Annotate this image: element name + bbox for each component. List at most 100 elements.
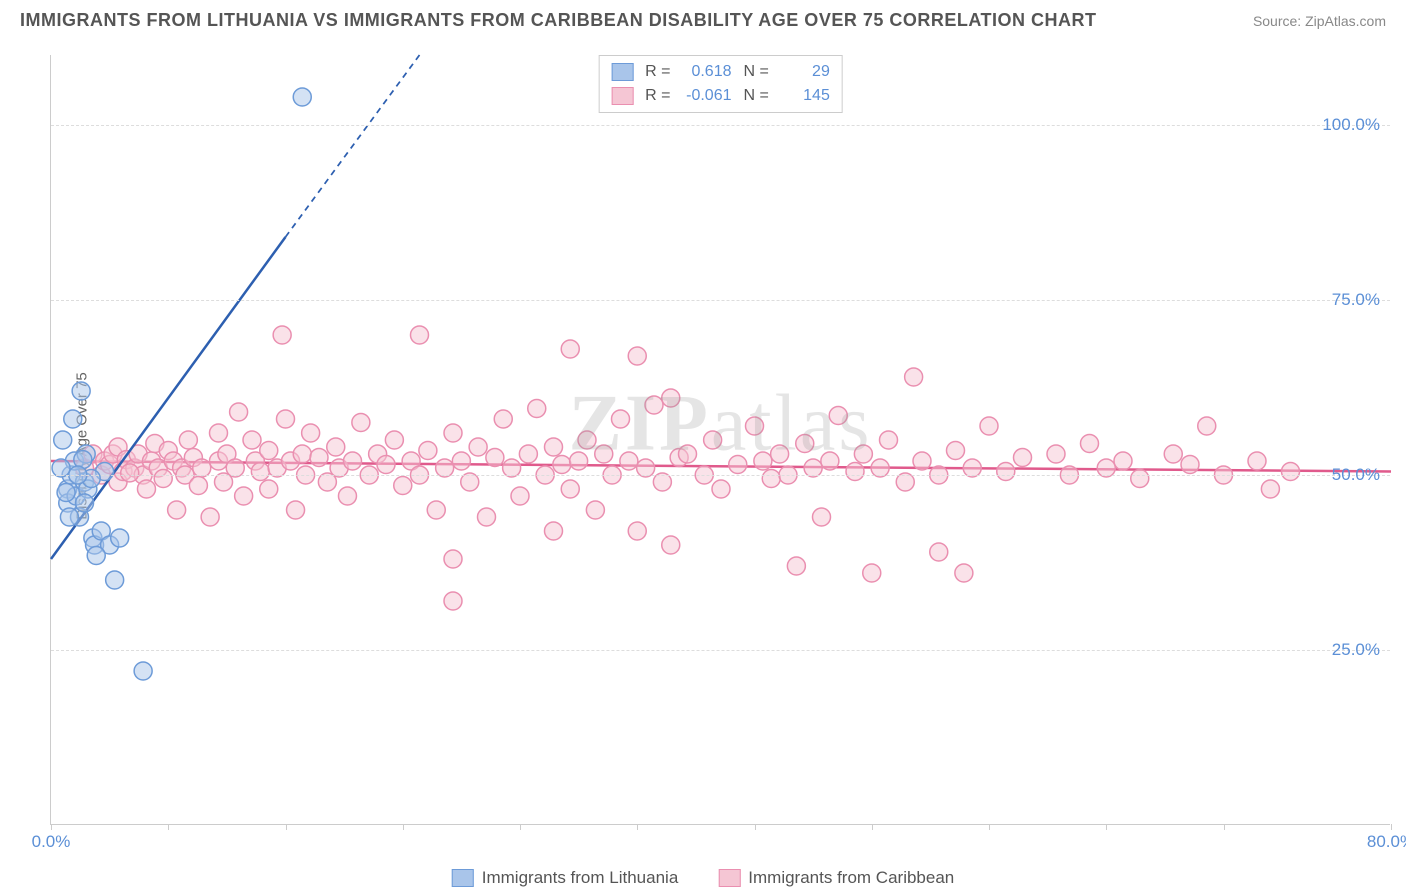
gridline (51, 650, 1390, 651)
scatter-point (620, 452, 638, 470)
scatter-point (1248, 452, 1266, 470)
scatter-point (863, 564, 881, 582)
scatter-point (106, 571, 124, 589)
x-tick (637, 824, 638, 830)
scatter-point (846, 463, 864, 481)
scatter-point (377, 456, 395, 474)
scatter-point (230, 403, 248, 421)
scatter-point (293, 445, 311, 463)
scatter-point (134, 662, 152, 680)
y-tick-label: 75.0% (1332, 290, 1380, 310)
scatter-point (1181, 456, 1199, 474)
x-tick (1391, 824, 1392, 830)
scatter-point (1047, 445, 1065, 463)
scatter-point (829, 407, 847, 425)
scatter-point (796, 435, 814, 453)
scatter-point (494, 410, 512, 428)
scatter-point (545, 438, 563, 456)
legend-row-lithuania: R = 0.618 N = 29 (611, 60, 830, 84)
gridline (51, 475, 1390, 476)
scatter-point (179, 431, 197, 449)
scatter-point (1014, 449, 1032, 467)
legend-item-lithuania: Immigrants from Lithuania (452, 868, 679, 888)
scatter-point (168, 501, 186, 519)
scatter-point (729, 456, 747, 474)
scatter-point (189, 477, 207, 495)
scatter-point (553, 456, 571, 474)
scatter-point (486, 449, 504, 467)
scatter-point (578, 431, 596, 449)
scatter-point (277, 410, 295, 428)
legend-swatch-caribbean (611, 87, 633, 105)
scatter-point (930, 543, 948, 561)
scatter-point (385, 431, 403, 449)
scatter-point (746, 417, 764, 435)
scatter-point (302, 424, 320, 442)
scatter-point (137, 480, 155, 498)
header: IMMIGRANTS FROM LITHUANIA VS IMMIGRANTS … (0, 0, 1406, 36)
scatter-point (1114, 452, 1132, 470)
scatter-point (293, 88, 311, 106)
scatter-point (662, 389, 680, 407)
chart-title: IMMIGRANTS FROM LITHUANIA VS IMMIGRANTS … (20, 10, 1097, 31)
scatter-point (997, 463, 1015, 481)
legend-item-caribbean: Immigrants from Caribbean (718, 868, 954, 888)
scatter-point (905, 368, 923, 386)
scatter-point (561, 480, 579, 498)
scatter-point (54, 431, 72, 449)
scatter-point (87, 547, 105, 565)
scatter-point (586, 501, 604, 519)
scatter-point (762, 470, 780, 488)
x-tick (755, 824, 756, 830)
scatter-point (662, 536, 680, 554)
x-tick (286, 824, 287, 830)
scatter-point (821, 452, 839, 470)
scatter-point (1131, 470, 1149, 488)
scatter-point (628, 347, 646, 365)
scatter-point (111, 529, 129, 547)
scatter-point (411, 326, 429, 344)
scatter-svg (51, 55, 1390, 824)
x-tick (51, 824, 52, 830)
scatter-point (338, 487, 356, 505)
x-tick-label: 80.0% (1367, 832, 1406, 852)
scatter-point (980, 417, 998, 435)
scatter-point (478, 508, 496, 526)
scatter-point (327, 438, 345, 456)
scatter-point (201, 508, 219, 526)
scatter-point (444, 424, 462, 442)
x-tick (989, 824, 990, 830)
x-tick (168, 824, 169, 830)
scatter-point (419, 442, 437, 460)
x-tick (520, 824, 521, 830)
scatter-point (947, 442, 965, 460)
x-tick (403, 824, 404, 830)
x-tick (1224, 824, 1225, 830)
scatter-point (570, 452, 588, 470)
x-tick (872, 824, 873, 830)
scatter-point (704, 431, 722, 449)
scatter-point (394, 477, 412, 495)
y-tick-label: 25.0% (1332, 640, 1380, 660)
legend-label-lithuania: Immigrants from Lithuania (482, 868, 679, 888)
scatter-point (519, 445, 537, 463)
scatter-point (260, 480, 278, 498)
x-tick-label: 0.0% (32, 832, 71, 852)
scatter-point (913, 452, 931, 470)
scatter-point (64, 410, 82, 428)
gridline (51, 300, 1390, 301)
scatter-point (645, 396, 663, 414)
scatter-point (260, 442, 278, 460)
scatter-point (344, 452, 362, 470)
scatter-point (72, 382, 90, 400)
scatter-point (352, 414, 370, 432)
gridline (51, 125, 1390, 126)
scatter-point (444, 592, 462, 610)
scatter-point (310, 449, 328, 467)
scatter-point (251, 463, 269, 481)
scatter-point (787, 557, 805, 575)
scatter-point (854, 445, 872, 463)
scatter-point (771, 445, 789, 463)
legend-swatch-caribbean-bottom (718, 869, 740, 887)
y-tick-label: 100.0% (1322, 115, 1380, 135)
